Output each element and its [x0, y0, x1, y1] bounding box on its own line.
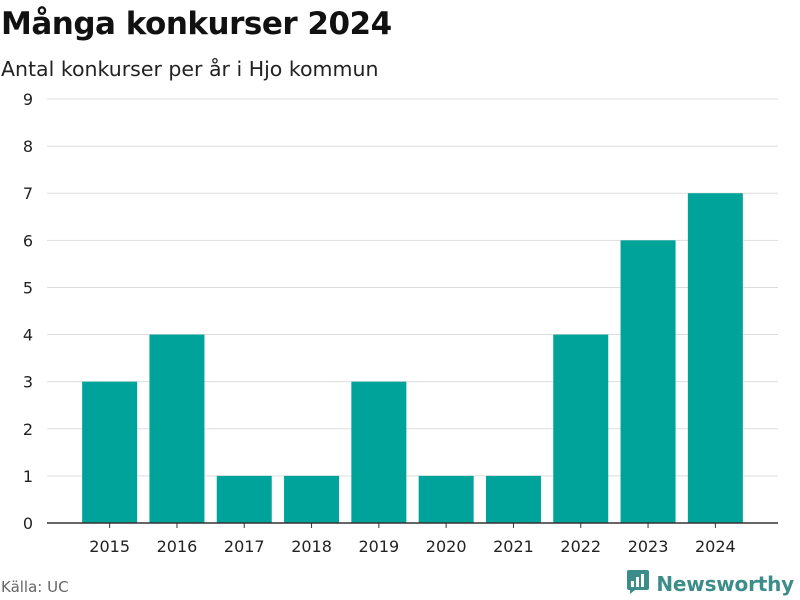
bar	[149, 334, 205, 523]
x-tick-label: 2024	[695, 537, 736, 556]
x-tick-label: 2020	[426, 537, 467, 556]
x-tick-label: 2016	[157, 537, 198, 556]
bar	[351, 381, 407, 523]
bar	[418, 475, 474, 523]
bar	[553, 334, 609, 523]
bar-chart-logo-icon	[626, 569, 650, 599]
bar	[687, 193, 743, 523]
x-tick-label: 2022	[560, 537, 601, 556]
y-tick-label: 8	[23, 137, 33, 156]
bar	[485, 475, 541, 523]
chart-title: Många konkurser 2024	[1, 6, 392, 42]
y-tick-label: 6	[23, 231, 33, 250]
y-tick-label: 4	[23, 326, 33, 345]
x-tick-label: 2021	[493, 537, 534, 556]
y-axis-ticks: 0 1 2 3 4 5 6 7 8 9	[23, 90, 33, 533]
newsworthy-logo: Newsworthy	[626, 568, 794, 600]
x-tick-label: 2023	[628, 537, 669, 556]
y-tick-label: 1	[23, 467, 33, 486]
chart-subtitle: Antal konkurser per år i Hjo kommun	[1, 57, 379, 81]
bar	[620, 240, 676, 524]
source-note: Källa: UC	[1, 578, 69, 596]
bar	[82, 381, 138, 523]
y-tick-label: 5	[23, 278, 33, 297]
y-tick-label: 7	[23, 184, 33, 203]
x-tick-label: 2017	[224, 537, 265, 556]
x-tick-label: 2015	[89, 537, 130, 556]
brand-name: Newsworthy	[656, 572, 794, 596]
x-tick-label: 2018	[291, 537, 332, 556]
bar	[216, 475, 272, 523]
y-tick-label: 3	[23, 373, 33, 392]
x-axis-ticks: 2015 2016 2017 2018 2019 2020 2021 2022 2023 2024	[89, 523, 736, 556]
y-tick-label: 2	[23, 420, 33, 439]
y-tick-label: 9	[23, 90, 33, 109]
y-tick-label: 0	[23, 514, 33, 533]
bar	[284, 475, 340, 523]
bars	[82, 193, 743, 524]
x-tick-label: 2019	[358, 537, 399, 556]
